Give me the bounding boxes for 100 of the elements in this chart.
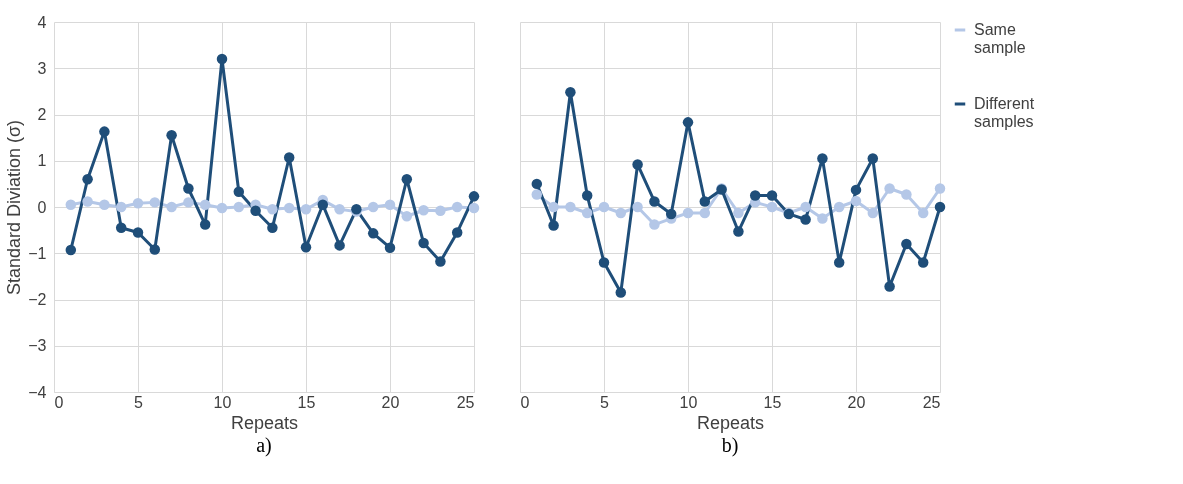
point bbox=[699, 196, 711, 207]
x-tick-label: 20 bbox=[381, 393, 400, 411]
point bbox=[565, 201, 576, 213]
x-tick-label: 5 bbox=[134, 393, 144, 411]
y-tick-label: 1 bbox=[37, 152, 47, 170]
point bbox=[531, 189, 543, 200]
point bbox=[451, 227, 463, 238]
point bbox=[384, 242, 396, 253]
point bbox=[632, 201, 643, 213]
point bbox=[833, 257, 845, 268]
y-axis-title: Standard Diviation (σ) bbox=[4, 119, 25, 296]
x-tick-label: 15 bbox=[763, 393, 782, 411]
legend-label: Different samples bbox=[974, 95, 1035, 130]
point bbox=[867, 153, 879, 164]
point bbox=[233, 201, 245, 213]
text: a) bbox=[256, 434, 272, 457]
x-tick-label: 0 bbox=[520, 393, 530, 411]
point bbox=[682, 117, 694, 128]
point bbox=[99, 199, 110, 210]
x-tick-label: 10 bbox=[213, 393, 232, 411]
point bbox=[632, 159, 643, 170]
point bbox=[267, 204, 278, 215]
x-tick-label: 0 bbox=[54, 393, 64, 411]
point bbox=[733, 226, 744, 237]
point bbox=[565, 87, 576, 98]
point bbox=[82, 196, 93, 207]
point bbox=[867, 207, 879, 219]
y-tick-label: 3 bbox=[37, 59, 47, 77]
point bbox=[334, 240, 345, 251]
point bbox=[800, 201, 811, 213]
y-tick-label: −4 bbox=[28, 383, 47, 401]
point bbox=[934, 183, 946, 194]
point bbox=[401, 211, 413, 222]
point bbox=[733, 207, 744, 219]
point bbox=[149, 197, 161, 208]
point bbox=[199, 199, 211, 210]
point bbox=[531, 178, 543, 190]
point bbox=[850, 184, 862, 196]
text: b) bbox=[721, 434, 739, 457]
point bbox=[283, 202, 295, 214]
point bbox=[418, 237, 429, 249]
point bbox=[233, 186, 245, 197]
point bbox=[581, 190, 593, 201]
point bbox=[548, 201, 559, 213]
point bbox=[418, 205, 429, 216]
point bbox=[766, 201, 778, 213]
point bbox=[166, 201, 177, 213]
y-tick-label: 0 bbox=[37, 198, 47, 216]
point bbox=[615, 287, 627, 298]
point bbox=[665, 208, 677, 220]
point bbox=[216, 53, 228, 65]
x-tick-label: 5 bbox=[600, 393, 610, 411]
point bbox=[817, 153, 828, 164]
point bbox=[917, 257, 929, 268]
point bbox=[384, 199, 396, 210]
point bbox=[649, 196, 660, 207]
point bbox=[850, 195, 862, 207]
x-axis-title: Repeats bbox=[696, 412, 765, 433]
point bbox=[115, 222, 127, 234]
y-tick-label: −2 bbox=[28, 291, 47, 308]
point bbox=[451, 201, 463, 213]
point bbox=[581, 207, 593, 219]
y-tick-label: 2 bbox=[37, 106, 47, 123]
point bbox=[817, 213, 828, 224]
point bbox=[682, 207, 694, 219]
x-tick-label: 25 bbox=[922, 393, 941, 411]
point bbox=[183, 183, 194, 194]
point bbox=[132, 227, 144, 238]
point bbox=[300, 242, 312, 253]
point bbox=[749, 190, 761, 201]
point bbox=[917, 207, 929, 219]
legend-label: Same sample bbox=[974, 21, 1026, 56]
point bbox=[183, 197, 194, 208]
point bbox=[615, 207, 627, 219]
point bbox=[468, 191, 480, 202]
point bbox=[132, 198, 144, 209]
point bbox=[598, 201, 610, 213]
point bbox=[250, 205, 261, 216]
point bbox=[548, 220, 559, 231]
point bbox=[65, 244, 77, 256]
point bbox=[166, 130, 177, 141]
x-tick-label: 15 bbox=[297, 393, 316, 411]
point bbox=[766, 190, 778, 201]
point bbox=[216, 202, 228, 214]
point bbox=[934, 201, 946, 213]
x-tick-label: 25 bbox=[456, 393, 475, 411]
point bbox=[901, 189, 912, 200]
point bbox=[833, 201, 845, 213]
point bbox=[435, 256, 446, 267]
x-axis-title: Repeats bbox=[230, 412, 299, 433]
point bbox=[699, 207, 711, 219]
point bbox=[598, 257, 610, 268]
point bbox=[367, 201, 379, 213]
y-tick-label: 4 bbox=[37, 13, 47, 31]
x-tick-label: 10 bbox=[679, 393, 698, 411]
point bbox=[468, 202, 480, 214]
y-tick-label: −3 bbox=[28, 337, 47, 355]
point bbox=[99, 126, 110, 137]
point bbox=[884, 183, 895, 194]
point bbox=[65, 199, 77, 210]
